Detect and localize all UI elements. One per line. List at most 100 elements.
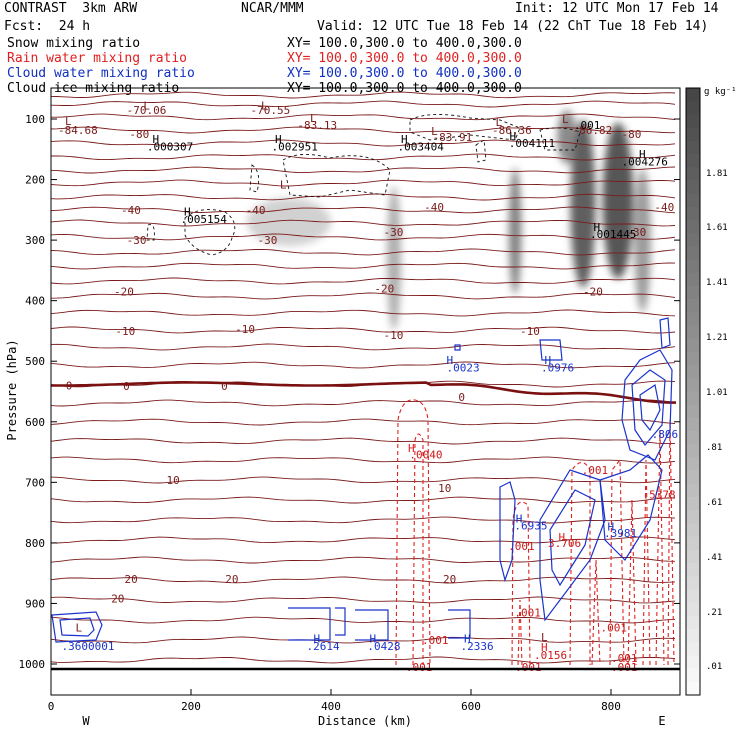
x-tick-label-1: 200	[181, 700, 201, 713]
model-title: CONTRAST 3km ARW	[4, 1, 138, 16]
temperature-label-8: -80	[622, 128, 642, 141]
snow-ice-max-label-7: .001	[574, 119, 601, 132]
isotherm-line-4	[51, 139, 676, 147]
colorbar-swatch-28	[686, 457, 700, 472]
rain-value-label-6: .001	[514, 607, 541, 620]
cloud-water-contour-15	[454, 344, 461, 351]
isotherm-line-21	[51, 399, 676, 407]
high-marker-5: H	[184, 206, 191, 219]
cloud-water-contour-7	[539, 469, 606, 622]
low-marker-3: L	[310, 112, 317, 125]
high-marker-12: H	[559, 531, 566, 544]
isotherm-line-18	[51, 343, 676, 351]
temperature-label-1: -70.06	[127, 104, 167, 117]
colorbar-swatch-25	[686, 417, 700, 432]
low-marker-0: L	[65, 115, 72, 128]
field-cloudwater-xy: XY= 100.0,300.0 to 400.0,300.0	[287, 66, 522, 81]
rain-contour-3	[517, 599, 523, 666]
temperature-label-25: 0	[123, 380, 130, 393]
y-tick-label-6: 700	[25, 476, 45, 489]
rain-value-label-4: .0156	[534, 649, 567, 662]
temperature-label-10: -40	[424, 201, 444, 214]
snow-shade-6	[634, 168, 651, 313]
snow-shade-1	[387, 186, 401, 331]
isotherm-line-9	[51, 206, 676, 214]
temperature-label-21: -10	[235, 323, 255, 336]
temperature-label-19: -20	[583, 286, 603, 299]
temperature-label-30: 20	[125, 573, 138, 586]
temperature-label-32: 20	[443, 573, 456, 586]
isotherm-line-13	[51, 262, 676, 270]
low-marker-5: L	[562, 113, 569, 126]
high-marker-3: H	[510, 130, 517, 143]
snow-ice-max-label-4: .004276	[622, 155, 668, 168]
colorbar-swatch-23	[686, 391, 700, 406]
high-marker-10: H	[516, 513, 523, 526]
colorbar-swatch-40	[686, 615, 700, 630]
low-marker-1: L	[143, 100, 150, 113]
east-label: E	[658, 714, 665, 728]
colorbar-swatch-21	[686, 365, 700, 379]
zero-isotherm	[51, 381, 676, 404]
colorbar-swatch-10	[686, 219, 700, 234]
snow-shade-3	[557, 110, 577, 165]
x-tick-label-0: 0	[48, 700, 55, 713]
temperature-label-24: 0	[66, 379, 73, 392]
cloud-water-contour-10	[621, 349, 673, 461]
snow-ice-max-label-0: .000307	[147, 140, 193, 153]
high-marker-16: H	[541, 641, 548, 654]
colorbar-label-5: .81	[706, 443, 722, 453]
temperature-label-11: -40	[654, 201, 674, 214]
temperature-label-14: -30	[258, 234, 278, 247]
cloud-water-contour-2	[288, 607, 331, 641]
cloud-water-contour-14	[539, 339, 563, 361]
colorbar-swatch-27	[686, 444, 700, 458]
y-tick-label-0: 100	[25, 113, 45, 126]
rain-contour-2	[511, 501, 531, 666]
colorbar-swatch-35	[686, 549, 700, 564]
temperature-label-4: -83.91	[433, 131, 473, 144]
cloud-water-contour-1	[59, 617, 95, 637]
rain-value-label-0: .0040	[409, 448, 442, 461]
isotherm-line-11	[51, 233, 676, 241]
y-tick-label-5: 600	[25, 416, 45, 429]
temperature-label-20: -10	[115, 325, 135, 338]
snow-ice-max-label-3: .004111	[509, 137, 555, 150]
y-tick-label-8: 900	[25, 597, 45, 610]
cloud-water-value-label-8: .806	[652, 428, 679, 441]
x-axis-label: Distance (km)	[318, 714, 412, 728]
isotherm-line-29	[51, 556, 676, 564]
isotherm-line-26	[51, 496, 675, 504]
low-marker-2: L	[261, 100, 268, 113]
y-tick-label-3: 400	[25, 295, 45, 308]
snow-shade-4	[570, 119, 596, 288]
colorbar-swatch-17	[686, 312, 700, 327]
rain-value-label-12: .5378	[643, 488, 676, 501]
temperature-label-26: 0	[221, 380, 228, 393]
field-rain-xy: XY= 100.0,300.0 to 400.0,300.0	[287, 51, 522, 66]
colorbar-label-9: .01	[706, 662, 722, 672]
high-marker-6: H	[594, 221, 601, 234]
rain-value-label-5: .001	[422, 634, 449, 647]
cloud-water-value-label-5: .0428	[367, 640, 400, 653]
colorbar-swatch-41	[686, 629, 700, 643]
isotherm-line-10	[51, 219, 676, 227]
rain-contour-1	[412, 433, 424, 666]
valid-time: Valid: 12 UTC Tue 18 Feb 14 (22 ChT Tue …	[317, 19, 709, 34]
colorbar-label-7: .41	[706, 553, 722, 563]
high-marker-4: H	[639, 148, 646, 161]
temperature-label-13: -30	[127, 234, 147, 247]
field-snow-xy: XY= 100.0,300.0 to 400.0,300.0	[287, 36, 522, 51]
cloud-water-contour-8	[549, 489, 596, 587]
colorbar-label-4: 1.01	[706, 388, 728, 398]
temperature-label-31: 20	[225, 573, 238, 586]
isotherm-line-34	[51, 656, 676, 664]
colorbar-unit: g kg⁻¹	[704, 87, 737, 97]
low-marker-9: L	[541, 631, 548, 644]
isotherm-line-32	[51, 616, 676, 624]
high-marker-9: H	[408, 442, 415, 455]
rain-contour-6	[609, 458, 625, 666]
cloud-water-value-label-2: .6935	[514, 519, 547, 532]
temperature-label-27: 0	[458, 391, 465, 404]
